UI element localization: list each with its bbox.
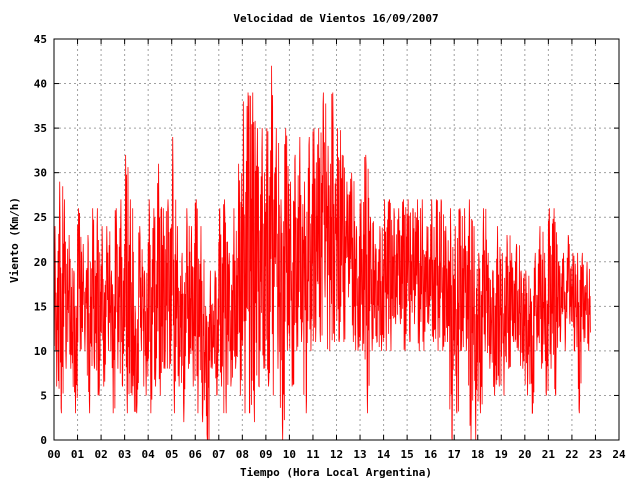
x-tick-labels: 00 01 02 03 04 05 06 07 08 09 10 11 12 13 14 15 16 17 18 19… bbox=[47, 448, 626, 461]
x-tick-label: 06 bbox=[189, 448, 203, 461]
y-axis-label: Viento (Km/h) bbox=[8, 197, 21, 283]
x-tick-label: 09 bbox=[259, 448, 272, 461]
y-tick-labels: 0 5 10 15 20 25 30 35 40 45 bbox=[34, 33, 47, 447]
y-tick-label: 40 bbox=[34, 78, 47, 91]
x-tick-label: 11 bbox=[306, 448, 320, 461]
x-tick-label: 00 bbox=[47, 448, 60, 461]
x-tick-label: 13 bbox=[353, 448, 366, 461]
x-tick-label: 14 bbox=[377, 448, 391, 461]
chart-title: Velocidad de Vientos 16/09/2007 bbox=[233, 12, 438, 25]
x-tick-label: 24 bbox=[612, 448, 626, 461]
x-tick-label: 16 bbox=[424, 448, 438, 461]
x-tick-label: 04 bbox=[142, 448, 156, 461]
x-tick-label: 22 bbox=[565, 448, 578, 461]
y-tick-label: 15 bbox=[34, 300, 47, 313]
x-tick-label: 12 bbox=[330, 448, 343, 461]
y-tick-label: 10 bbox=[34, 345, 47, 358]
x-tick-label: 20 bbox=[518, 448, 531, 461]
x-tick-label: 08 bbox=[236, 448, 249, 461]
y-tick-label: 25 bbox=[34, 211, 47, 224]
x-tick-label: 10 bbox=[283, 448, 296, 461]
x-tick-label: 17 bbox=[448, 448, 461, 461]
y-tick-label: 5 bbox=[40, 389, 47, 402]
x-tick-label: 02 bbox=[94, 448, 107, 461]
axis-ticks bbox=[53, 38, 620, 441]
x-axis-label: Tiempo (Hora Local Argentina) bbox=[240, 466, 432, 479]
x-tick-label: 19 bbox=[495, 448, 508, 461]
x-tick-label: 21 bbox=[542, 448, 556, 461]
x-tick-label: 15 bbox=[401, 448, 414, 461]
y-tick-label: 45 bbox=[34, 33, 47, 46]
x-tick-label: 01 bbox=[71, 448, 85, 461]
x-tick-label: 07 bbox=[212, 448, 225, 461]
y-tick-label: 20 bbox=[34, 256, 47, 269]
y-tick-label: 0 bbox=[40, 434, 47, 447]
x-tick-label: 03 bbox=[118, 448, 131, 461]
y-tick-label: 35 bbox=[34, 122, 47, 135]
series-lines bbox=[53, 65, 591, 441]
y-tick-label: 30 bbox=[34, 167, 47, 180]
x-tick-label: 23 bbox=[589, 448, 602, 461]
x-tick-label: 05 bbox=[165, 448, 178, 461]
x-tick-label: 18 bbox=[471, 448, 484, 461]
wind-speed-series-line bbox=[53, 65, 591, 441]
